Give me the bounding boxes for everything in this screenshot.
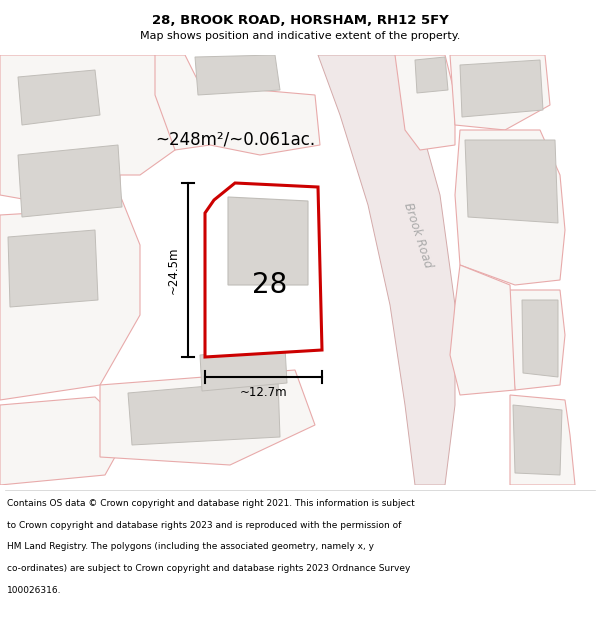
Text: ~248m²/~0.061ac.: ~248m²/~0.061ac. xyxy=(155,131,315,149)
Polygon shape xyxy=(318,55,455,485)
Polygon shape xyxy=(0,397,130,485)
Text: HM Land Registry. The polygons (including the associated geometry, namely x, y: HM Land Registry. The polygons (includin… xyxy=(7,542,374,551)
Text: 28: 28 xyxy=(253,271,287,299)
Text: co-ordinates) are subject to Crown copyright and database rights 2023 Ordnance S: co-ordinates) are subject to Crown copyr… xyxy=(7,564,410,573)
Polygon shape xyxy=(415,57,448,93)
Polygon shape xyxy=(195,55,280,95)
Text: 100026316.: 100026316. xyxy=(7,586,62,595)
Polygon shape xyxy=(450,55,550,130)
Text: Brook Road: Brook Road xyxy=(401,201,434,269)
Polygon shape xyxy=(200,347,287,391)
Polygon shape xyxy=(513,405,562,475)
Polygon shape xyxy=(228,197,308,285)
Polygon shape xyxy=(18,70,100,125)
Polygon shape xyxy=(155,55,320,155)
Polygon shape xyxy=(18,145,122,217)
Polygon shape xyxy=(395,55,455,150)
Text: Map shows position and indicative extent of the property.: Map shows position and indicative extent… xyxy=(140,31,460,41)
Polygon shape xyxy=(505,290,565,390)
Text: to Crown copyright and database rights 2023 and is reproduced with the permissio: to Crown copyright and database rights 2… xyxy=(7,521,401,530)
Polygon shape xyxy=(128,380,280,445)
Polygon shape xyxy=(455,130,565,285)
Polygon shape xyxy=(0,55,180,210)
Polygon shape xyxy=(450,265,515,395)
Text: ~12.7m: ~12.7m xyxy=(239,386,287,399)
Polygon shape xyxy=(0,195,140,400)
Polygon shape xyxy=(8,230,98,307)
Polygon shape xyxy=(460,60,543,117)
Text: Contains OS data © Crown copyright and database right 2021. This information is : Contains OS data © Crown copyright and d… xyxy=(7,499,415,508)
Text: 28, BROOK ROAD, HORSHAM, RH12 5FY: 28, BROOK ROAD, HORSHAM, RH12 5FY xyxy=(152,14,448,27)
Polygon shape xyxy=(205,183,322,357)
Polygon shape xyxy=(465,140,558,223)
Polygon shape xyxy=(522,300,558,377)
Text: ~24.5m: ~24.5m xyxy=(167,246,180,294)
Polygon shape xyxy=(100,370,315,465)
Polygon shape xyxy=(510,395,575,485)
